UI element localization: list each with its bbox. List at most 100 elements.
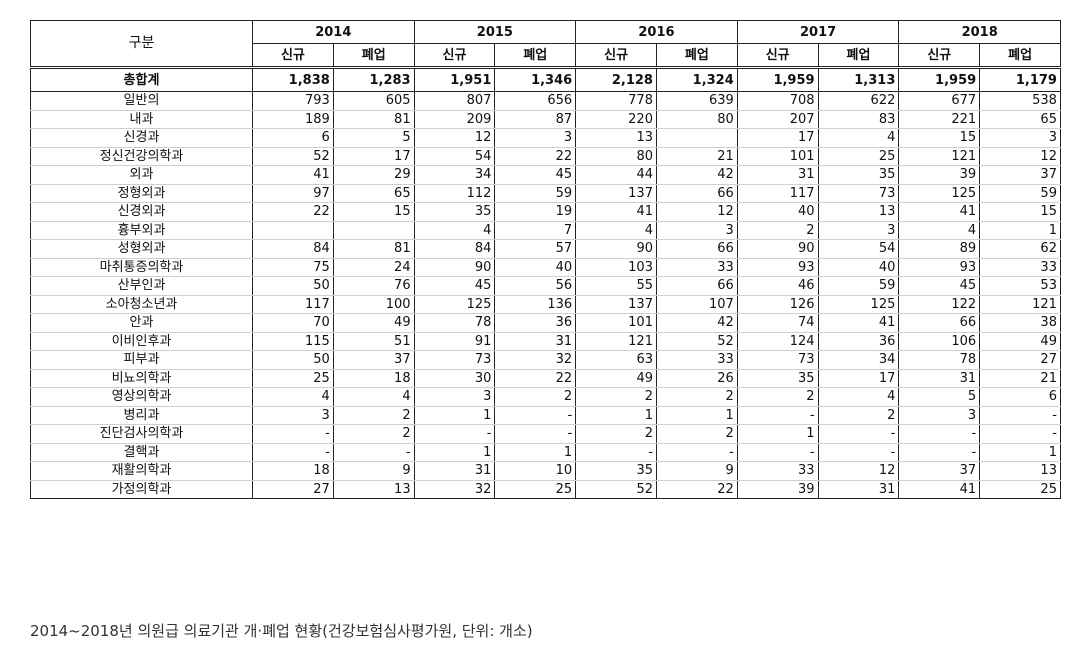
table-row: 이비인후과 115 51 91 31 121 52 124 36 106 49 xyxy=(30,331,1061,351)
table-cell: 103 xyxy=(575,257,657,277)
table-cell: 125 xyxy=(817,294,900,314)
table-cell: 90 xyxy=(575,239,657,259)
table-cell: 125 xyxy=(413,294,496,314)
table-cell: 6 xyxy=(979,387,1061,407)
closed-header: 폐업 xyxy=(494,43,577,68)
table-cell: 12 xyxy=(655,202,738,222)
row-label: 신경과 xyxy=(30,128,253,148)
table-cell: 41 xyxy=(898,479,981,499)
table-cell: 62 xyxy=(979,239,1061,259)
table-cell: 34 xyxy=(817,350,900,370)
table-cell: 1 xyxy=(736,424,819,444)
table-cell: 39 xyxy=(736,479,819,499)
table-cell: 63 xyxy=(575,350,657,370)
table-cell: 49 xyxy=(575,368,657,388)
table-cell: 36 xyxy=(817,331,900,351)
table-cell: 121 xyxy=(979,294,1061,314)
stats-table-container: 구분 2014 2015 2016 2017 2018 신규 폐업 신규 폐업 … xyxy=(30,20,1061,499)
table-cell: - xyxy=(736,442,819,462)
table-cell: 1,313 xyxy=(817,66,900,92)
table-cell: 2,128 xyxy=(575,66,657,92)
table-cell: 17 xyxy=(736,128,819,148)
table-cell: 220 xyxy=(575,109,657,129)
table-cell: 4 xyxy=(817,387,900,407)
table-cell: 12 xyxy=(979,146,1061,166)
table-cell: 31 xyxy=(494,331,577,351)
row-label: 산부인과 xyxy=(30,276,253,296)
table-cell: 30 xyxy=(413,368,496,388)
table-cell: 25 xyxy=(252,368,334,388)
table-cell: 15 xyxy=(979,202,1061,222)
total-row: 총합계 1,838 1,283 1,951 1,346 2,128 1,324 … xyxy=(30,66,1061,92)
sub-header-row: 신규 폐업 신규 폐업 신규 폐업 신규 폐업 신규 폐업 xyxy=(31,43,1061,68)
table-cell: 54 xyxy=(413,146,496,166)
table-cell: 207 xyxy=(736,109,819,129)
row-label: 성형외과 xyxy=(30,239,253,259)
new-header: 신규 xyxy=(575,43,657,68)
table-cell: 121 xyxy=(575,331,657,351)
closed-header: 폐업 xyxy=(817,43,900,68)
table-cell: 91 xyxy=(413,331,496,351)
table-cell: 10 xyxy=(494,461,577,481)
closed-header: 폐업 xyxy=(332,43,415,68)
table-cell: 31 xyxy=(817,479,900,499)
row-label: 정형외과 xyxy=(30,183,253,203)
table-row: 산부인과 50 76 45 56 55 66 46 59 45 53 xyxy=(30,276,1061,296)
table-cell: - xyxy=(252,442,334,462)
table-cell: 221 xyxy=(898,109,981,129)
table-cell: 78 xyxy=(898,350,981,370)
table-cell: 57 xyxy=(494,239,577,259)
table-cell: 9 xyxy=(655,461,738,481)
table-cell: 125 xyxy=(898,183,981,203)
new-header: 신규 xyxy=(898,43,981,68)
table-cell: 59 xyxy=(979,183,1061,203)
table-cell: 2 xyxy=(494,387,577,407)
table-cell: 189 xyxy=(252,109,334,129)
table-cell: 40 xyxy=(736,202,819,222)
table-cell: 656 xyxy=(494,91,577,111)
table-row: 진단검사의학과 -2- -2 2 1- - - xyxy=(30,424,1061,444)
table-cell: 66 xyxy=(655,239,738,259)
table-cell: 1,324 xyxy=(655,66,738,92)
table-cell: 1,959 xyxy=(898,66,981,92)
row-label: 영상의학과 xyxy=(30,387,253,407)
table-cell: - xyxy=(898,442,981,462)
table-cell: 15 xyxy=(898,128,981,148)
table-cell: 35 xyxy=(736,368,819,388)
row-label: 진단검사의학과 xyxy=(30,424,253,444)
year-header: 2017 xyxy=(736,20,900,44)
table-cell: 2 xyxy=(817,405,900,425)
table-cell: 45 xyxy=(413,276,496,296)
table-cell: 46 xyxy=(736,276,819,296)
clinic-open-close-table: 구분 2014 2015 2016 2017 2018 신규 폐업 신규 폐업 … xyxy=(30,20,1061,499)
table-cell: 78 xyxy=(413,313,496,333)
table-cell: 807 xyxy=(413,91,496,111)
table-cell: 70 xyxy=(252,313,334,333)
table-cell: 97 xyxy=(252,183,334,203)
table-cell: 35 xyxy=(817,165,900,185)
table-cell: 6 xyxy=(252,128,334,148)
table-cell: 1,838 xyxy=(252,66,334,92)
table-cell: - xyxy=(817,424,900,444)
table-cell: 4 xyxy=(332,387,415,407)
row-label: 피부과 xyxy=(30,350,253,370)
closed-header: 폐업 xyxy=(979,43,1061,68)
table-cell: 100 xyxy=(332,294,415,314)
table-row: 신경외과 22 15 35 19 41 12 40 13 41 15 xyxy=(30,202,1061,222)
table-cell: 73 xyxy=(413,350,496,370)
year-header: 2014 xyxy=(252,20,415,44)
table-cell: 49 xyxy=(332,313,415,333)
row-label: 이비인후과 xyxy=(30,331,253,351)
table-cell: 4 xyxy=(817,128,900,148)
table-cell: 2 xyxy=(736,387,819,407)
table-cell: 73 xyxy=(736,350,819,370)
table-cell: 12 xyxy=(817,461,900,481)
table-cell: 708 xyxy=(736,91,819,111)
table-cell: 2 xyxy=(332,405,415,425)
year-header: 2018 xyxy=(898,20,1061,44)
table-cell xyxy=(252,220,334,240)
table-cell: 31 xyxy=(736,165,819,185)
table-cell: 3 xyxy=(817,220,900,240)
table-cell: 66 xyxy=(655,276,738,296)
table-cell: 19 xyxy=(494,202,577,222)
